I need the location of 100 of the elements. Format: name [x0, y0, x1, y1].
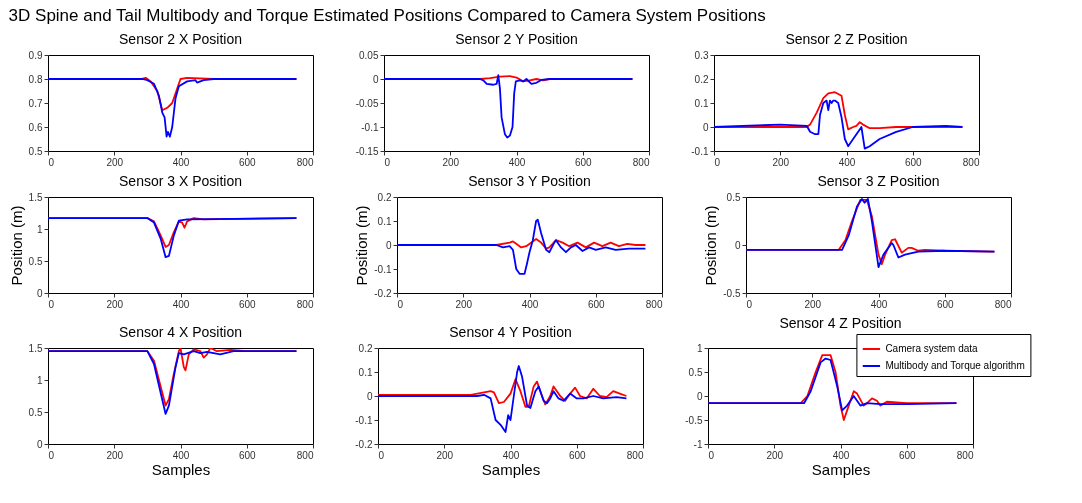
x-tick-label: 600 [936, 298, 955, 310]
chart-title: Sensor 2 X Position [119, 31, 242, 47]
chart-title: Sensor 4 X Position [119, 324, 242, 340]
x-tick-label: 400 [502, 449, 520, 461]
x-tick-label: 200 [804, 298, 822, 310]
y-tick-label: 0.5 [688, 366, 703, 378]
y-tick-label: 0.9 [28, 49, 43, 61]
x-tick-label: 600 [238, 156, 257, 168]
y-tick-label: 0 [696, 390, 703, 402]
y-tick-label: 0 [385, 239, 392, 251]
x-tick-label: 800 [632, 156, 650, 168]
chart-title: Sensor 2 Y Position [455, 31, 578, 47]
x-tick-label: 800 [956, 449, 974, 461]
y-tick-label: -0.5 [723, 287, 741, 299]
chart-title: Sensor 4 Y Position [449, 324, 572, 340]
y-tick-label: 0.5 [726, 191, 741, 203]
x-tick-label: 800 [296, 156, 314, 168]
x-tick-label: 800 [645, 298, 663, 310]
x-tick-label: 600 [574, 156, 593, 168]
x-tick-label: 800 [994, 298, 1012, 310]
x-tick-label: 600 [898, 449, 917, 461]
y-tick-label: 0.1 [358, 366, 373, 378]
x-tick-label: 0 [746, 298, 753, 310]
y-tick-label: 0 [36, 287, 43, 299]
x-tick-label: 400 [508, 156, 526, 168]
x-tick-label: 200 [436, 449, 454, 461]
y-axis-title: Position (m) [353, 205, 371, 286]
x-axis-title: Samples [481, 460, 541, 478]
y-tick-label: 0 [366, 390, 373, 402]
y-tick-label: 0.1 [694, 97, 709, 109]
y-tick-label: 1 [696, 342, 703, 354]
y-tick-label: 1.5 [28, 342, 43, 354]
y-tick-label: 0 [372, 73, 379, 85]
y-tick-label: -0.2 [374, 287, 392, 299]
y-tick-label: 1.5 [28, 191, 43, 203]
y-tick-label: 0.6 [28, 121, 43, 133]
x-tick-label: 0 [397, 298, 404, 310]
x-tick-label: 0 [48, 298, 55, 310]
x-tick-label: 0 [48, 449, 55, 461]
x-tick-label: 400 [870, 298, 888, 310]
x-tick-label: 200 [106, 298, 124, 310]
x-tick-label: 600 [238, 449, 257, 461]
y-tick-label: 0.5 [28, 406, 43, 418]
legend-label: Camera system data [885, 343, 979, 354]
x-tick-label: 200 [766, 449, 784, 461]
y-tick-label: 1 [36, 223, 43, 235]
y-tick-label: -0.2 [355, 438, 373, 450]
y-tick-label: 0 [734, 239, 741, 251]
x-tick-label: 200 [455, 298, 473, 310]
y-tick-label: 0.2 [694, 73, 709, 85]
y-tick-label: 0.3 [694, 49, 709, 61]
chart-title: Sensor 3 Z Position [817, 173, 940, 189]
x-tick-label: 400 [838, 156, 856, 168]
x-tick-label: 400 [832, 449, 850, 461]
x-axis-title: Samples [811, 460, 871, 478]
y-tick-label: 0.5 [28, 255, 43, 267]
y-axis-title: Position (m) [7, 205, 25, 286]
x-tick-label: 400 [172, 298, 190, 310]
chart-title: Sensor 2 Z Position [785, 31, 908, 47]
y-tick-label: 0.7 [28, 97, 43, 109]
x-tick-label: 400 [172, 156, 190, 168]
y-tick-label: 0.2 [377, 191, 392, 203]
legend-label: Multibody and Torque algorithm [885, 360, 1025, 371]
x-tick-label: 200 [442, 156, 460, 168]
y-tick-label: 0.1 [377, 215, 392, 227]
x-tick-label: 800 [296, 298, 314, 310]
x-tick-label: 800 [962, 156, 980, 168]
x-tick-label: 200 [772, 156, 790, 168]
chart-title: Sensor 3 X Position [119, 173, 242, 189]
y-tick-label: 0 [36, 438, 43, 450]
y-tick-label: -1 [693, 438, 703, 450]
y-tick-label: 0.2 [358, 342, 373, 354]
y-tick-label: 0.5 [28, 145, 43, 157]
x-tick-label: 0 [714, 156, 721, 168]
x-tick-label: 800 [296, 449, 314, 461]
x-axis-title: Samples [151, 460, 211, 478]
y-tick-label: -0.1 [691, 145, 709, 157]
text: 3D Spine and Tail Multibody and Torque Estimated Positions Compared to Camera System Positions [8, 5, 766, 25]
x-tick-label: 600 [238, 298, 257, 310]
x-tick-label: 200 [106, 449, 124, 461]
x-tick-label: 0 [48, 156, 55, 168]
chart-title: Sensor 4 Z Position [779, 314, 902, 331]
chart-title: Sensor 3 Y Position [468, 173, 591, 189]
x-tick-label: 600 [568, 449, 587, 461]
x-tick-label: 800 [626, 449, 644, 461]
y-tick-label: 0.05 [359, 49, 379, 61]
y-tick-label: 0 [702, 121, 709, 133]
y-tick-label: -0.15 [355, 145, 379, 157]
x-tick-label: 200 [106, 156, 124, 168]
y-tick-label: -0.1 [374, 263, 392, 275]
x-tick-label: 600 [587, 298, 606, 310]
y-tick-label: 1 [36, 374, 43, 386]
y-tick-label: -0.1 [361, 121, 379, 133]
y-tick-label: -0.1 [355, 414, 373, 426]
y-tick-label: -0.5 [685, 414, 703, 426]
y-tick-label: -0.05 [355, 97, 379, 109]
x-tick-label: 600 [904, 156, 923, 168]
y-tick-label: 0.8 [28, 73, 43, 85]
x-tick-label: 400 [521, 298, 539, 310]
y-axis-title: Position (m) [702, 205, 720, 286]
